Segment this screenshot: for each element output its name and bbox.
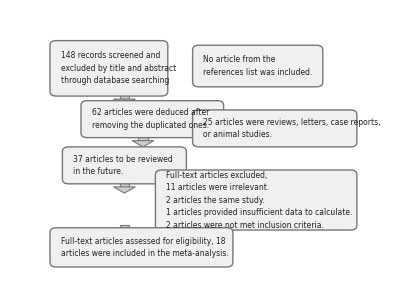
Text: No article from the
references list was included.: No article from the references list was … — [204, 55, 313, 77]
Text: 148 records screened and
excluded by title and abstract
through database searchi: 148 records screened and excluded by tit… — [61, 51, 176, 85]
Polygon shape — [114, 99, 135, 105]
Text: 62 articles were deduced after
removing the duplicated ones.: 62 articles were deduced after removing … — [92, 108, 209, 130]
FancyBboxPatch shape — [50, 228, 233, 267]
Text: 25 articles were reviews, letters, case reports,
or animal studies.: 25 articles were reviews, letters, case … — [204, 118, 381, 139]
FancyBboxPatch shape — [120, 92, 129, 99]
FancyBboxPatch shape — [138, 133, 148, 141]
Text: Full-text articles excluded,
11 articles were irrelevant.
2 articles the same st: Full-text articles excluded, 11 articles… — [166, 170, 353, 230]
FancyBboxPatch shape — [62, 147, 186, 184]
FancyBboxPatch shape — [155, 170, 357, 230]
FancyBboxPatch shape — [193, 45, 323, 87]
Text: 37 articles to be reviewed
in the future.: 37 articles to be reviewed in the future… — [73, 154, 173, 176]
FancyBboxPatch shape — [50, 40, 168, 96]
Polygon shape — [132, 141, 154, 147]
FancyBboxPatch shape — [81, 101, 224, 138]
FancyBboxPatch shape — [193, 110, 357, 147]
Text: Full-text articles assessed for eligibility, 18
articles were included in the me: Full-text articles assessed for eligibil… — [61, 237, 229, 258]
Polygon shape — [114, 187, 135, 193]
Polygon shape — [114, 229, 135, 232]
FancyBboxPatch shape — [120, 179, 129, 187]
FancyBboxPatch shape — [120, 225, 129, 229]
